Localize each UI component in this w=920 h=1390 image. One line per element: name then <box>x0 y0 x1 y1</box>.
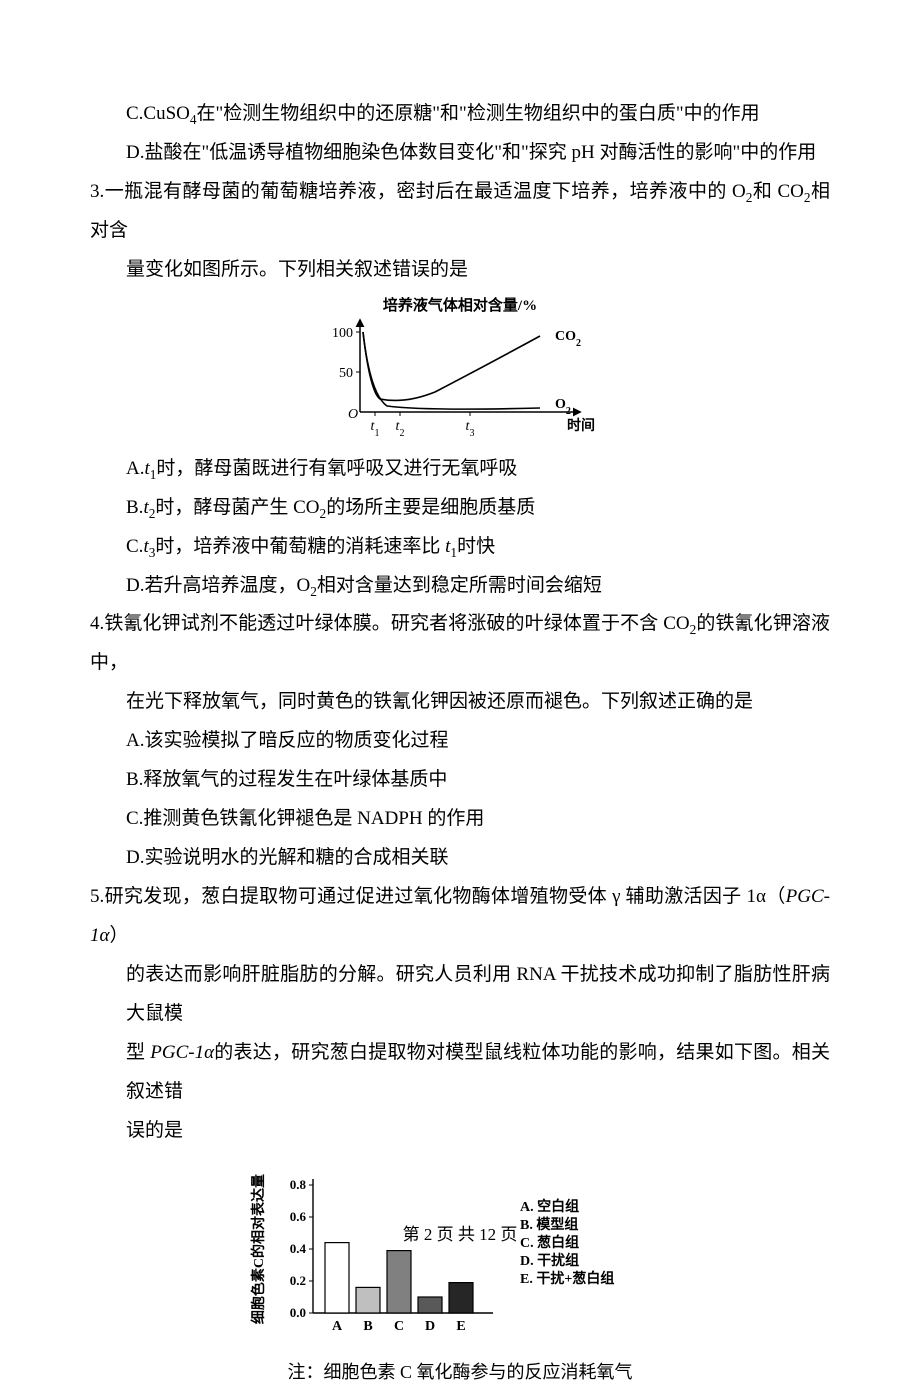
text: 量变化如图所示。下列相关叙述错误的是 <box>126 259 468 280</box>
q4-option-c: C.推测黄色铁氰化钾褪色是 NADPH 的作用 <box>90 800 830 839</box>
q2-option-c: C.CuSO4在"检测生物组织中的还原糖"和"检测生物组织中的蛋白质"中的作用 <box>90 95 830 134</box>
q2-option-d: D.盐酸在"低温诱导植物细胞染色体数目变化"和"探究 pH 对酶活性的影响"中的… <box>90 134 830 173</box>
svg-text:0.0: 0.0 <box>290 1305 306 1320</box>
text: 5.研究发现，葱白提取物可通过促进过氧化物酶体增殖物受体 γ 辅助激活因子 1α… <box>90 886 786 907</box>
subscript: 4 <box>190 112 197 127</box>
text: 和 CO <box>752 181 803 202</box>
text: C. <box>126 536 143 557</box>
svg-text:50: 50 <box>339 366 353 381</box>
page-number: 第 2 页 共 12 页 <box>0 1220 920 1245</box>
text: 第 2 页 共 12 页 <box>403 1225 518 1244</box>
svg-text:时间: 时间 <box>567 417 595 434</box>
q3-option-c: C.t3时，培养液中葡萄糖的消耗速率比 t1时快 <box>90 528 830 567</box>
text: C.推测黄色铁氰化钾褪色是 NADPH 的作用 <box>126 808 484 829</box>
svg-text:E. 干扰+葱白组: E. 干扰+葱白组 <box>520 1270 614 1287</box>
text: 的表达，研究葱白提取物对模型鼠线粒体功能的影响，结果如下图。相关叙述错 <box>126 1042 830 1102</box>
var: PGC-1α <box>150 1042 214 1063</box>
text: 在光下释放氧气，同时黄色的铁氰化钾因被还原而褪色。下列叙述正确的是 <box>126 691 753 712</box>
q3-option-d: D.若升高培养温度，O2相对含量达到稳定所需时间会缩短 <box>90 567 830 606</box>
q3-option-b: B.t2时，酵母菌产生 CO2的场所主要是细胞质基质 <box>90 489 830 528</box>
text: ） <box>109 925 128 946</box>
subscript: 2 <box>804 190 811 205</box>
text: 型 <box>126 1042 150 1063</box>
text: 时，酵母菌产生 CO <box>155 497 319 518</box>
text: C.CuSO <box>126 103 190 124</box>
text: A.该实验模拟了暗反应的物质变化过程 <box>126 730 448 751</box>
text: 相对含量达到稳定所需时间会缩短 <box>317 575 602 596</box>
text: 时，培养液中葡萄糖的消耗速率比 <box>155 536 445 557</box>
q5-stem-line2: 的表达而影响肝脏脂肪的分解。研究人员利用 RNA 干扰技术成功抑制了脂肪性肝病大… <box>90 956 830 1034</box>
q4-option-d: D.实验说明水的光解和糖的合成相关联 <box>90 839 830 878</box>
q5-stem-line1: 5.研究发现，葱白提取物可通过促进过氧化物酶体增殖物受体 γ 辅助激活因子 1α… <box>90 878 830 956</box>
svg-text:D. 干扰组: D. 干扰组 <box>520 1252 579 1269</box>
text: 在"检测生物组织中的还原糖"和"检测生物组织中的蛋白质"中的作用 <box>197 103 760 124</box>
text: 4.铁氰化钾试剂不能透过叶绿体膜。研究者将涨破的叶绿体置于不含 CO <box>90 613 690 634</box>
text: 注：细胞色素 C 氧化酶参与的反应消耗氧气 <box>287 1362 632 1382</box>
q5-figure: 0.00.20.40.60.8细胞色素C的相对表达量ABCDEA. 空白组B. … <box>90 1155 830 1390</box>
svg-text:E: E <box>456 1319 465 1334</box>
svg-text:B: B <box>363 1319 372 1334</box>
subscript: 2 <box>310 583 317 598</box>
q3-stem-line1: 3.一瓶混有酵母菌的葡萄糖培养液，密封后在最适温度下培养，培养液中的 O 2和 C… <box>90 173 830 251</box>
q3-option-a: A.t1时，酵母菌既进行有氧呼吸又进行无氧呼吸 <box>90 450 830 489</box>
svg-text:CO2: CO2 <box>555 329 581 349</box>
svg-text:t2: t2 <box>396 419 405 439</box>
svg-text:培养液气体相对含量/%: 培养液气体相对含量/% <box>383 296 537 314</box>
bar-chart: 0.00.20.40.60.8细胞色素C的相对表达量ABCDEA. 空白组B. … <box>245 1155 675 1345</box>
q3-figure: 培养液气体相对含量/% O 50 100 t1 t2 t3 时间 CO2 O2 <box>90 294 830 444</box>
text: D.实验说明水的光解和糖的合成相关联 <box>126 847 448 868</box>
text: 时，酵母菌既进行有氧呼吸又进行无氧呼吸 <box>156 458 517 479</box>
text: B.释放氧气的过程发生在叶绿体基质中 <box>126 769 447 790</box>
q4-option-a: A.该实验模拟了暗反应的物质变化过程 <box>90 722 830 761</box>
text: B. <box>126 497 143 518</box>
svg-text:A: A <box>332 1319 343 1334</box>
text: D.盐酸在"低温诱导植物细胞染色体数目变化"和"探究 pH 对酶活性的影响"中的… <box>126 142 816 163</box>
text: 的场所主要是细胞质基质 <box>326 497 535 518</box>
text: 时快 <box>457 536 495 557</box>
svg-text:0.8: 0.8 <box>290 1177 307 1192</box>
q3-stem-line2: 量变化如图所示。下列相关叙述错误的是 <box>90 251 830 290</box>
svg-text:t3: t3 <box>466 419 475 439</box>
text: D.若升高培养温度，O <box>126 575 310 596</box>
line-chart: 培养液气体相对含量/% O 50 100 t1 t2 t3 时间 CO2 O2 <box>315 294 605 444</box>
text: 3.一瓶混有酵母菌的葡萄糖培养液，密封后在最适温度下培养，培养液中的 O <box>90 181 746 202</box>
svg-text:O: O <box>348 407 358 422</box>
svg-text:细胞色素C的相对表达量: 细胞色素C的相对表达量 <box>250 1174 267 1324</box>
q5-figure-note: 注：细胞色素 C 氧化酶参与的反应消耗氧气 <box>245 1354 675 1390</box>
q4-option-b: B.释放氧气的过程发生在叶绿体基质中 <box>90 761 830 800</box>
q5-stem-line3: 型 PGC-1α的表达，研究葱白提取物对模型鼠线粒体功能的影响，结果如下图。相关… <box>90 1034 830 1112</box>
svg-text:C: C <box>394 1319 404 1334</box>
svg-text:D: D <box>425 1319 435 1334</box>
text: 的表达而影响肝脏脂肪的分解。研究人员利用 RNA 干扰技术成功抑制了脂肪性肝病大… <box>126 964 830 1024</box>
svg-text:t1: t1 <box>371 419 380 439</box>
text: A. <box>126 458 144 479</box>
q5-stem-line4: 误的是 <box>90 1112 830 1151</box>
q4-stem-line2: 在光下释放氧气，同时黄色的铁氰化钾因被还原而褪色。下列叙述正确的是 <box>90 683 830 722</box>
svg-text:0.2: 0.2 <box>290 1273 306 1288</box>
svg-text:O2: O2 <box>555 397 571 417</box>
svg-text:A. 空白组: A. 空白组 <box>520 1198 579 1215</box>
q4-stem-line1: 4.铁氰化钾试剂不能透过叶绿体膜。研究者将涨破的叶绿体置于不含 CO2的铁氰化钾… <box>90 605 830 683</box>
svg-text:100: 100 <box>332 326 353 341</box>
text: 误的是 <box>126 1120 183 1141</box>
